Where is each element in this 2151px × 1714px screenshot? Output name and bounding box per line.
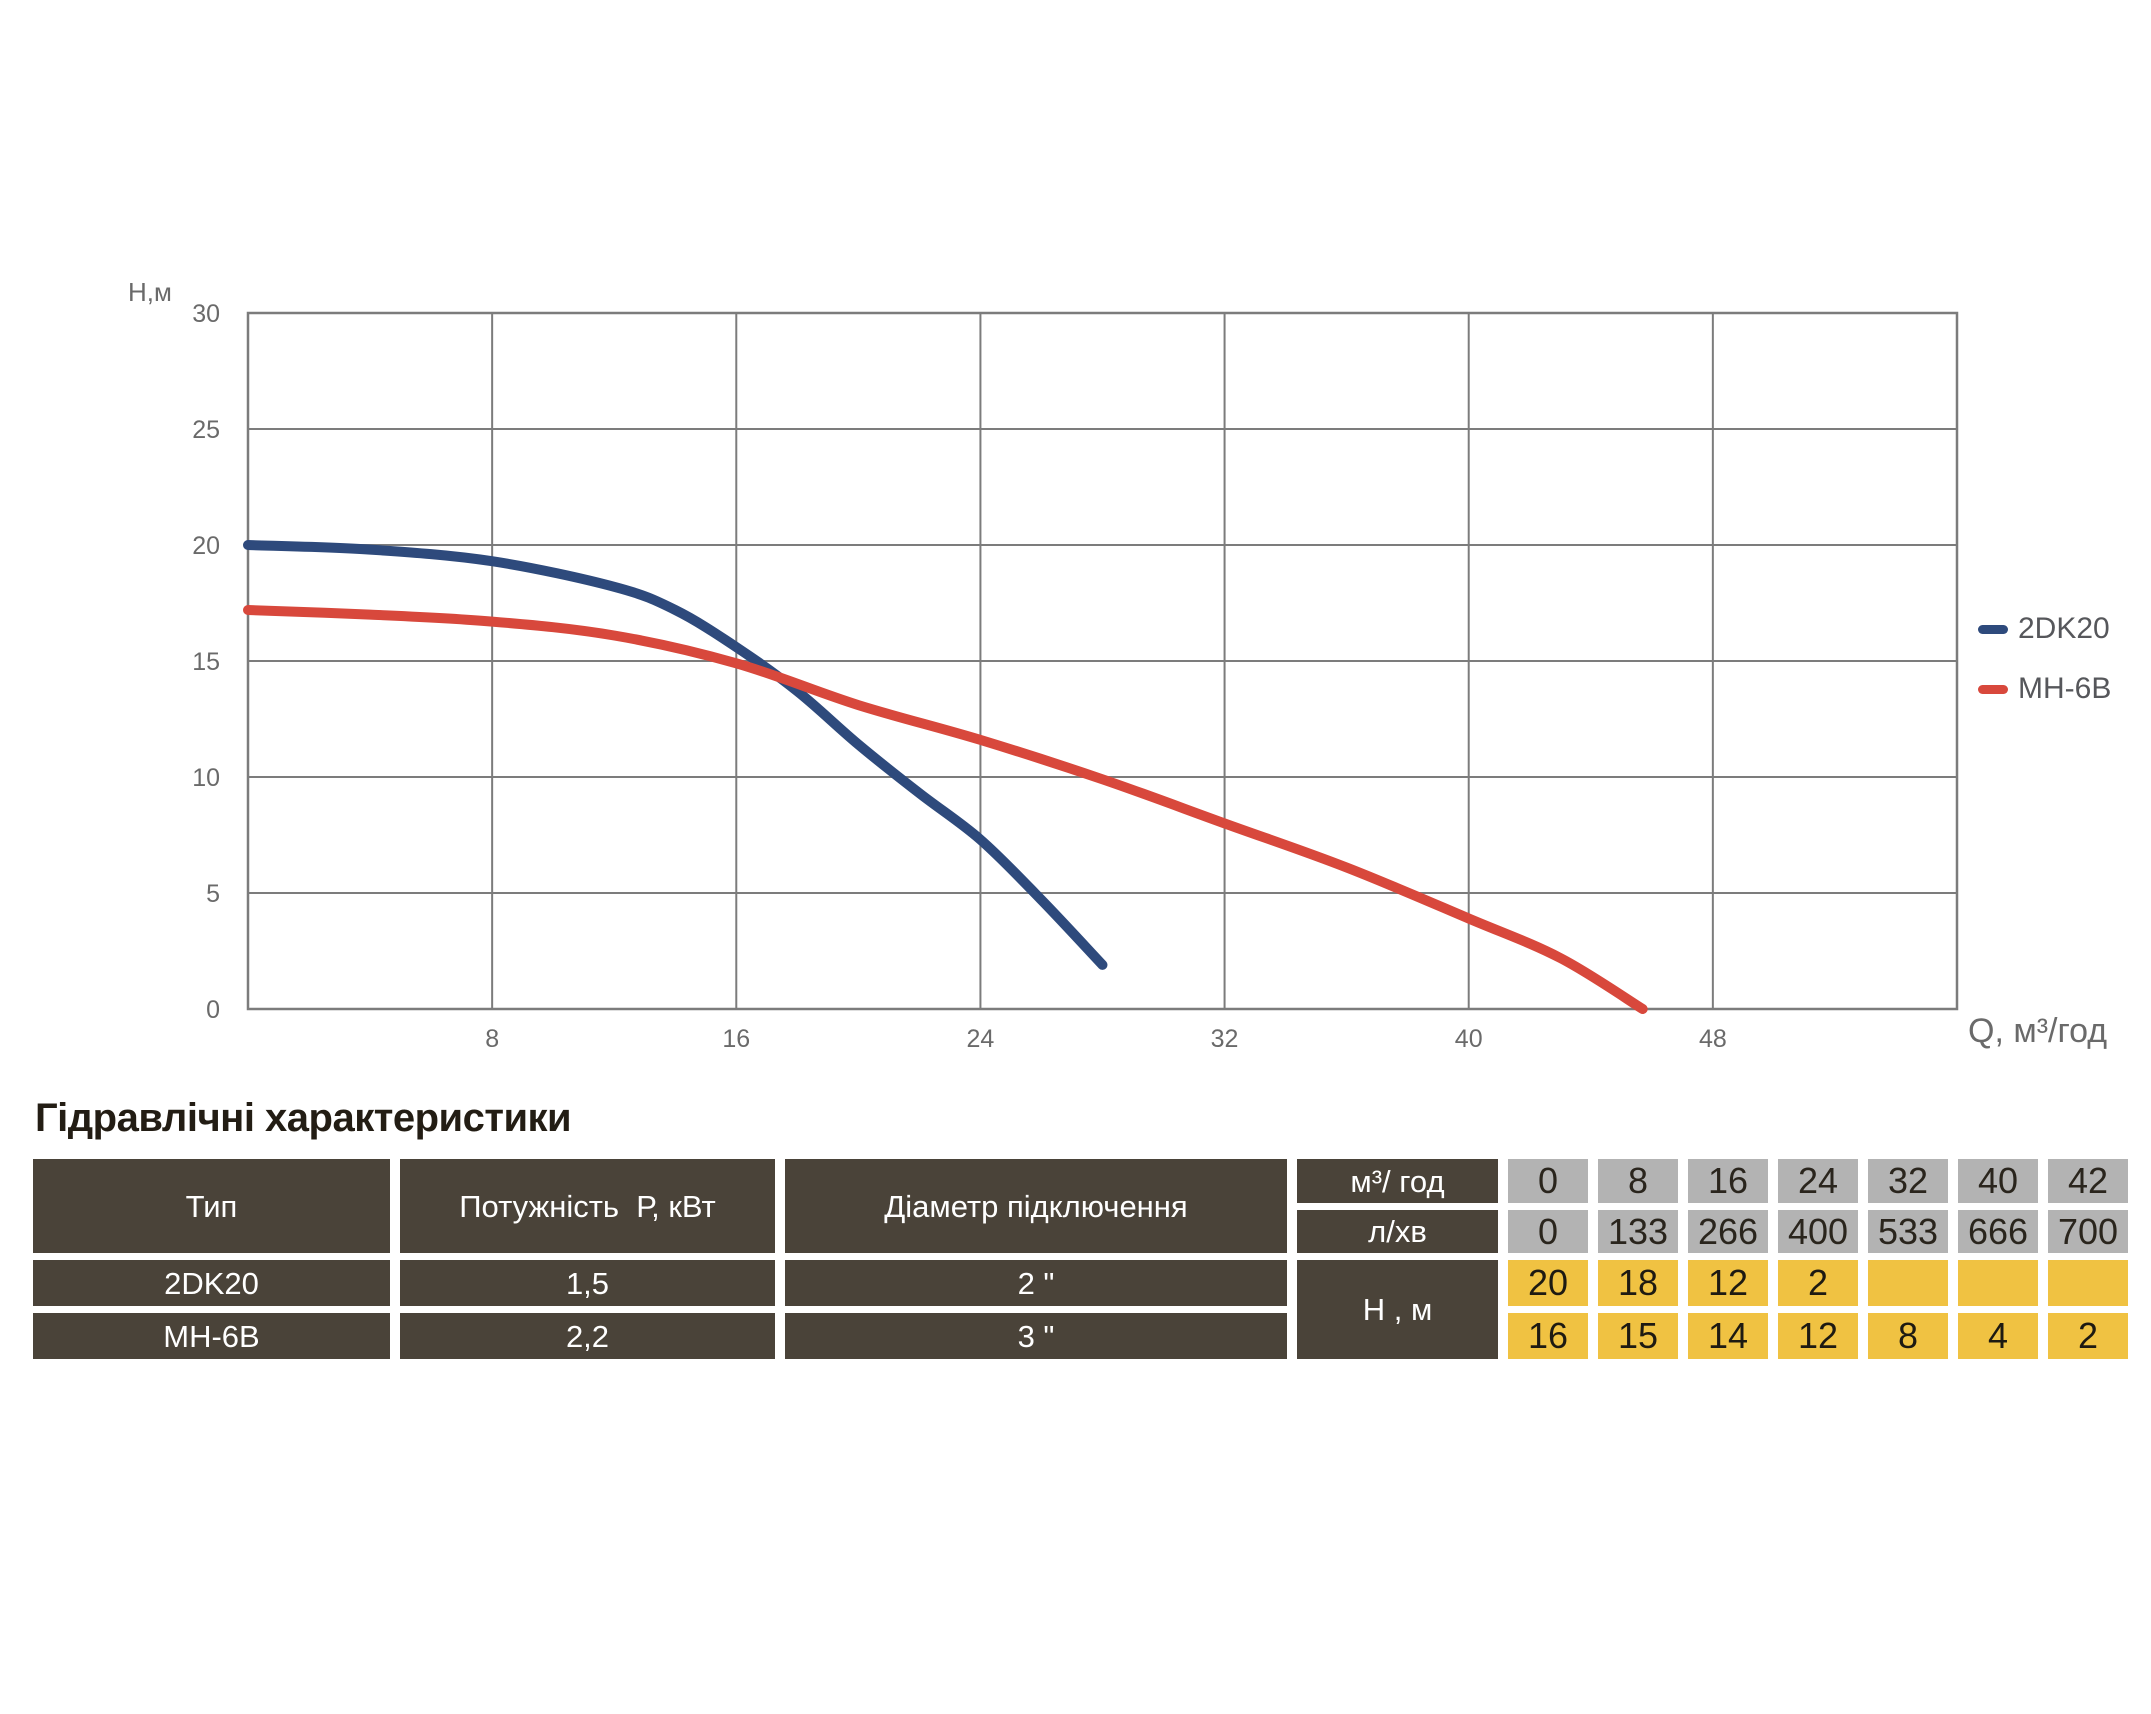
col-header-power: Потужність Р, кВт bbox=[400, 1159, 775, 1253]
y-tick-label: 25 bbox=[192, 416, 220, 444]
row-label-lmin: л/хв bbox=[1297, 1210, 1498, 1253]
flow-m3h-cell: 40 bbox=[1958, 1159, 2038, 1203]
curve-2dk20 bbox=[243, 540, 1108, 970]
flow-lmin-cell: 0 bbox=[1508, 1210, 1588, 1253]
y-tick-label: 10 bbox=[192, 764, 220, 792]
head-mh6b-cell: 4 bbox=[1958, 1313, 2038, 1359]
x-tick-label: 32 bbox=[1211, 1025, 1239, 1053]
row-2dk20-diameter: 2 " bbox=[785, 1260, 1287, 1306]
head-2dk20-cell: 2 bbox=[1778, 1260, 1858, 1306]
head-mh6b-cell: 15 bbox=[1598, 1313, 1678, 1359]
x-tick-label: 24 bbox=[967, 1025, 995, 1053]
head-2dk20-cell: 18 bbox=[1598, 1260, 1678, 1306]
curve-mh-6b bbox=[243, 605, 1648, 1014]
x-tick-label: 40 bbox=[1455, 1025, 1483, 1053]
head-mh6b-cell: 12 bbox=[1778, 1313, 1858, 1359]
y-tick-label: 20 bbox=[192, 532, 220, 560]
row-label-head: Н , м bbox=[1297, 1260, 1498, 1359]
flow-m3h-cell: 42 bbox=[2048, 1159, 2128, 1203]
row-label-m3h: м³/ год bbox=[1297, 1159, 1498, 1203]
flow-lmin-cell: 266 bbox=[1688, 1210, 1768, 1253]
row-mh6b-power: 2,2 bbox=[400, 1313, 775, 1359]
legend-swatch-mh6b-icon bbox=[1978, 684, 2008, 694]
col-header-diameter: Діаметр підключення bbox=[785, 1159, 1287, 1253]
head-2dk20-cell bbox=[1958, 1260, 2038, 1306]
head-2dk20-cell bbox=[1868, 1260, 1948, 1306]
plot-border bbox=[246, 311, 1959, 1011]
head-mh6b-cell: 16 bbox=[1508, 1313, 1588, 1359]
col-header-type: Тип bbox=[33, 1159, 390, 1253]
flow-m3h-cell: 32 bbox=[1868, 1159, 1948, 1203]
table-title: Гідравлічні характеристики bbox=[35, 1096, 572, 1140]
row-2dk20-power: 1,5 bbox=[400, 1260, 775, 1306]
head-2dk20-cell: 20 bbox=[1508, 1260, 1588, 1306]
y-tick-label: 5 bbox=[206, 880, 220, 908]
flow-lmin-cell: 533 bbox=[1868, 1210, 1948, 1253]
flow-lmin-cell: 700 bbox=[2048, 1210, 2128, 1253]
head-mh6b-cell: 2 bbox=[2048, 1313, 2128, 1359]
x-tick-label: 16 bbox=[722, 1025, 750, 1053]
y-axis-title: Н,м bbox=[128, 277, 172, 307]
y-tick-label: 0 bbox=[206, 996, 220, 1024]
row-2dk20-type: 2DK20 bbox=[33, 1260, 390, 1306]
row-mh6b-type: MH-6B bbox=[33, 1313, 390, 1359]
legend-item-2dk20: 2DK20 bbox=[1978, 612, 2111, 646]
flow-lmin-cell: 400 bbox=[1778, 1210, 1858, 1253]
chart-legend: 2DK20 MH-6B bbox=[1978, 612, 2111, 706]
flow-m3h-cell: 8 bbox=[1598, 1159, 1678, 1203]
head-2dk20-cell bbox=[2048, 1260, 2128, 1306]
y-tick-label: 30 bbox=[192, 300, 220, 328]
flow-m3h-cell: 16 bbox=[1688, 1159, 1768, 1203]
flow-m3h-cell: 0 bbox=[1508, 1159, 1588, 1203]
flow-lmin-cell: 133 bbox=[1598, 1210, 1678, 1253]
head-2dk20-cell: 12 bbox=[1688, 1260, 1768, 1306]
flow-m3h-cell: 24 bbox=[1778, 1159, 1858, 1203]
legend-item-mh6b: MH-6B bbox=[1978, 672, 2111, 706]
x-tick-label: 48 bbox=[1699, 1025, 1727, 1053]
legend-label-mh6b: MH-6B bbox=[2018, 672, 2112, 705]
head-mh6b-cell: 14 bbox=[1688, 1313, 1768, 1359]
legend-swatch-2dk20-icon bbox=[1978, 624, 2008, 634]
hydraulic-characteristics-table: Тип Потужність Р, кВт Діаметр підключенн… bbox=[33, 1159, 2128, 1359]
flow-lmin-cell: 666 bbox=[1958, 1210, 2038, 1253]
head-mh6b-cell: 8 bbox=[1868, 1313, 1948, 1359]
y-tick-label: 15 bbox=[192, 648, 220, 676]
x-tick-label: 8 bbox=[485, 1025, 499, 1053]
x-axis-title: Q, м³/год bbox=[1968, 1012, 2108, 1050]
row-mh6b-diameter: 3 " bbox=[785, 1313, 1287, 1359]
pump-curves-chart: 8 16 24 32 40 48 0 5 10 15 20 25 30 bbox=[192, 300, 1959, 1053]
legend-label-2dk20: 2DK20 bbox=[2018, 612, 2110, 645]
